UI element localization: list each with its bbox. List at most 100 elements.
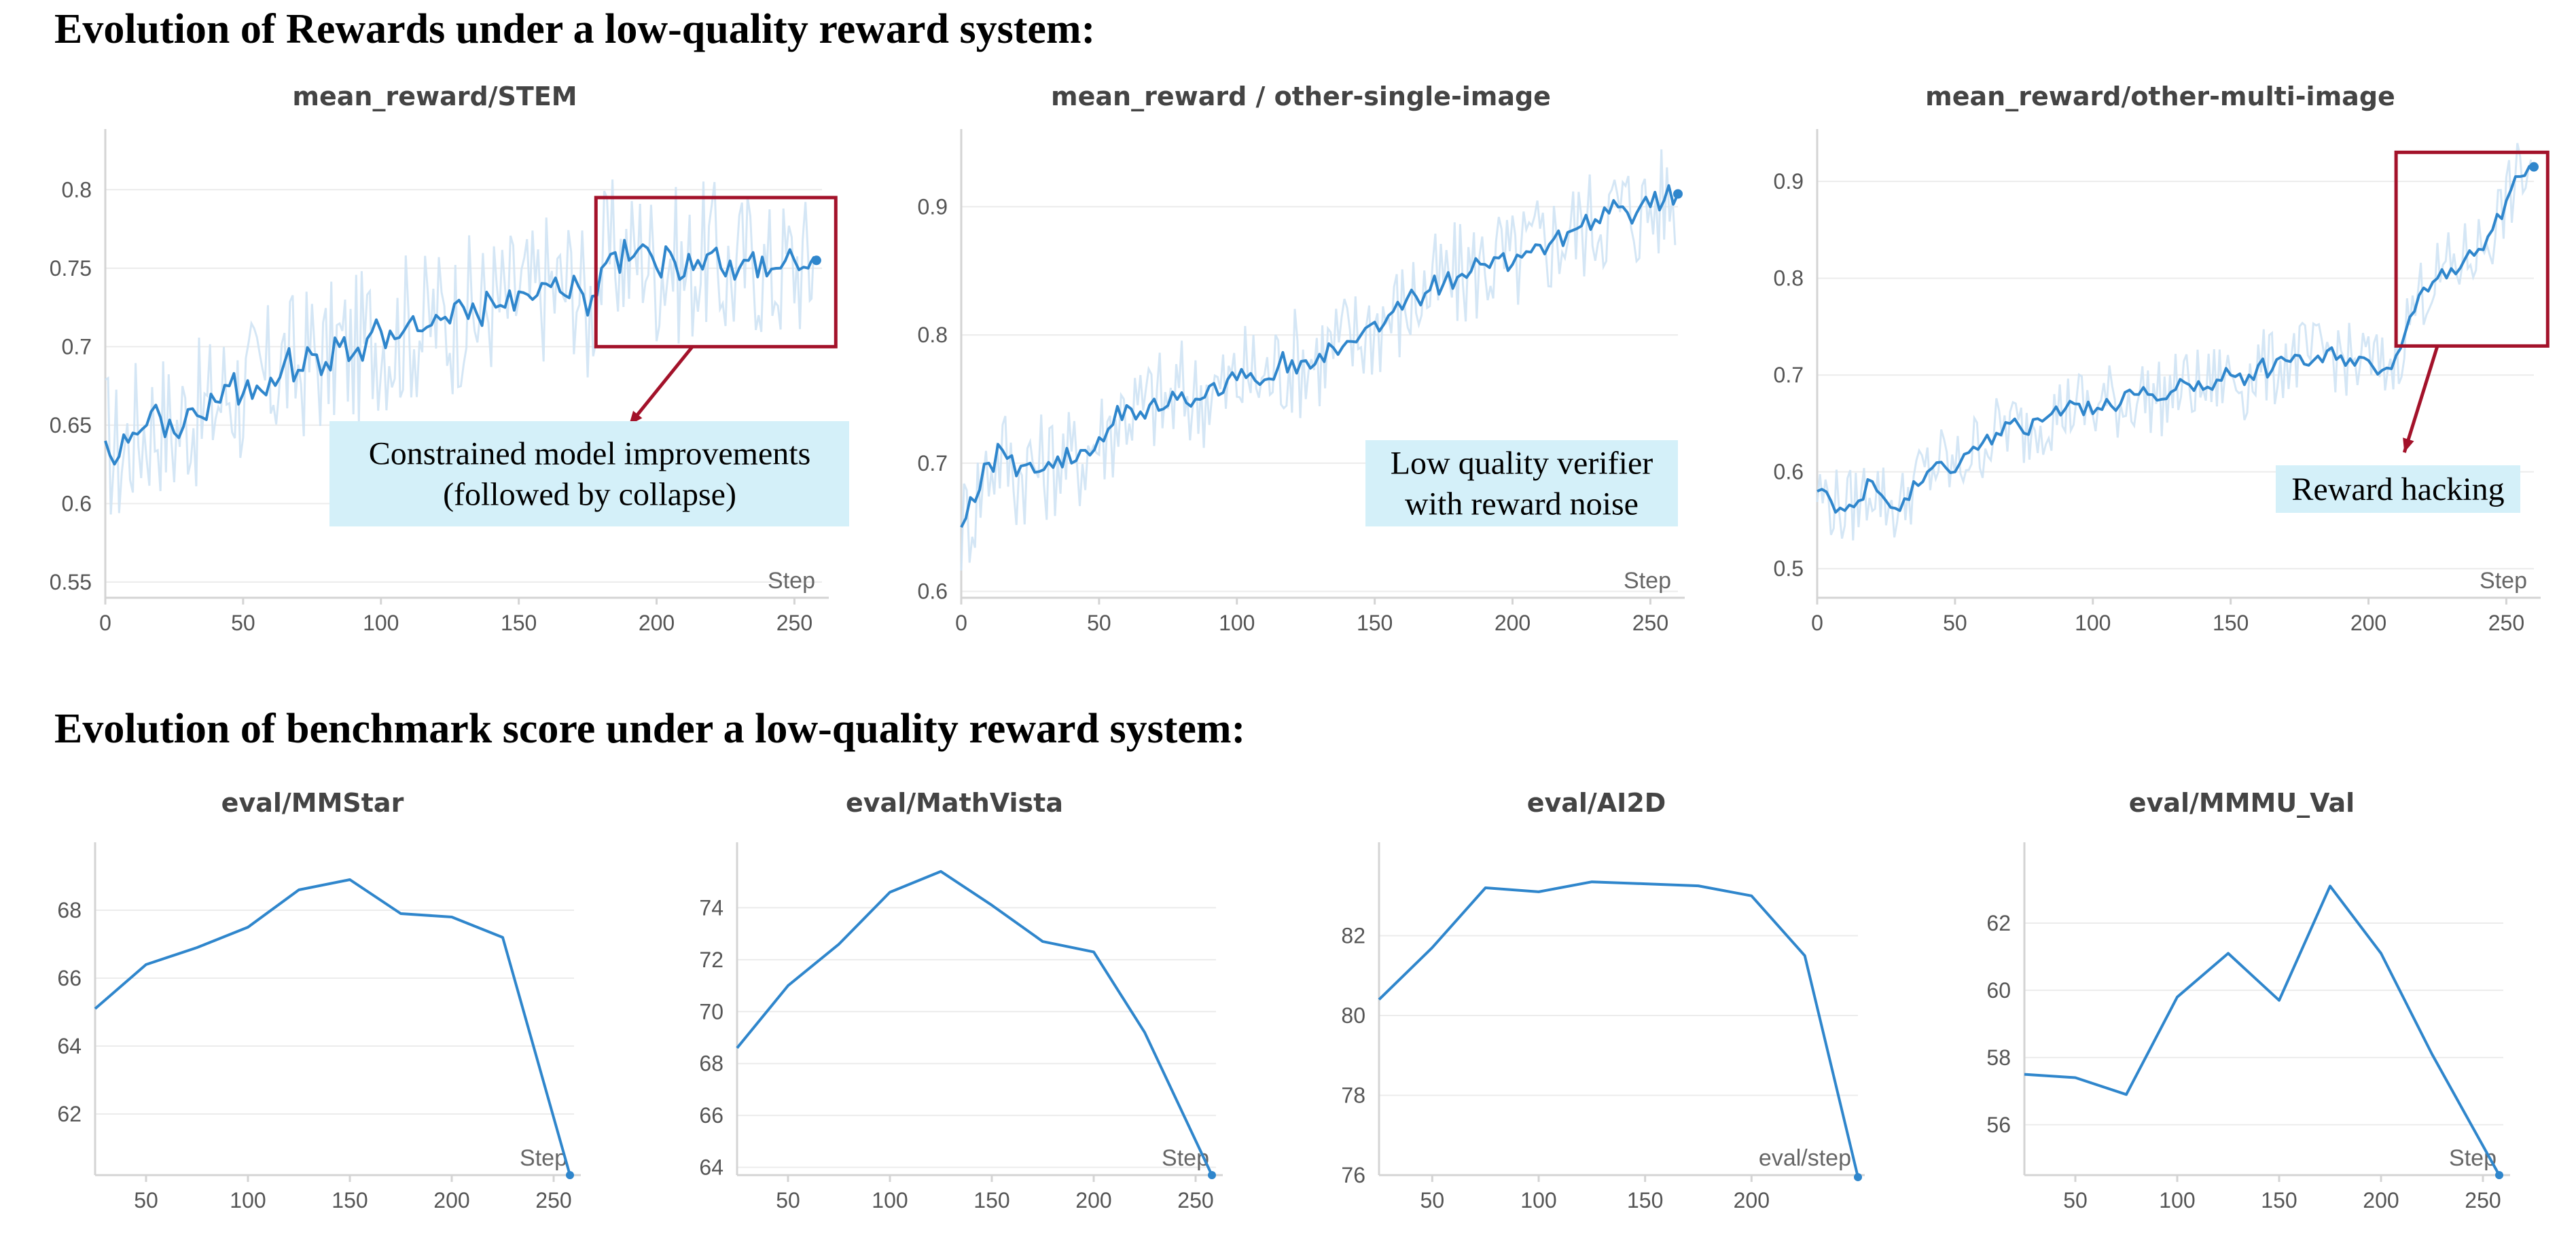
x-tick-label: 50: [134, 1188, 158, 1212]
chart-title: mean_reward/other-multi-image: [1925, 82, 2395, 111]
y-tick-label: 0.8: [918, 323, 948, 347]
chart-mmmu: eval/MMMU_Val 56 58 60 62 50 100 150 200 250 Step: [1950, 781, 2554, 1250]
x-tick-label: 250: [535, 1188, 571, 1212]
x-tick-label: 100: [872, 1188, 908, 1212]
x-tick-label: 200: [2363, 1188, 2399, 1212]
y-tick-label: 0.75: [50, 256, 92, 281]
y-tick-label: 68: [699, 1052, 723, 1076]
y-tick-label: 68: [57, 898, 82, 922]
chart-multi-image: mean_reward/other-multi-image 0.5 0.6 0.7 0.…: [1739, 75, 2575, 672]
data-point: [2495, 1171, 2503, 1179]
y-tick-label: 62: [57, 1102, 82, 1126]
chart-title: mean_reward / other-single-image: [1051, 82, 1551, 111]
y-tick-label: 56: [1986, 1113, 2011, 1137]
x-tick-label: 250: [1632, 611, 1668, 635]
annotation-arrow: [2402, 345, 2439, 453]
y-tick-label: 66: [699, 1103, 723, 1128]
raw-reward-series: [105, 179, 816, 515]
chart-stem: mean_reward/STEM 0.55 0.6 0.65 0.7 0.75 0.8 0 50…: [27, 75, 863, 672]
x-tick-label: 100: [2075, 611, 2111, 635]
raw-reward-series: [960, 149, 1677, 571]
y-tick-label: 64: [57, 1034, 82, 1058]
x-tick-label: 50: [1420, 1188, 1445, 1212]
x-tick-label: 100: [2159, 1188, 2195, 1212]
raw-reward-series: [1816, 143, 2533, 541]
x-tick-label: 100: [230, 1188, 266, 1212]
y-tick-label: 0.8: [1774, 266, 1804, 291]
x-axis-label: eval/step: [1759, 1145, 1851, 1171]
y-tick-label: 66: [57, 966, 82, 990]
chart-title: eval/AI2D: [1527, 788, 1666, 818]
y-tick-label: 0.7: [1774, 363, 1804, 387]
highlight-box: [2394, 150, 2550, 348]
annotation-box: [2276, 465, 2520, 513]
y-tick-label: 62: [1986, 911, 2011, 935]
annotation-text: Low quality verifier: [1391, 446, 1653, 482]
annotation-box: [329, 421, 849, 526]
smoothed-reward-series: [104, 238, 818, 466]
y-tick-label: 0.9: [1774, 169, 1804, 194]
annotation-box: [1365, 440, 1678, 526]
chart-title: mean_reward/STEM: [292, 82, 577, 111]
y-tick-label: 74: [699, 895, 723, 920]
y-tick-label: 0.7: [918, 451, 948, 475]
y-tick-label: 0.6: [1774, 460, 1804, 484]
x-tick-label: 150: [332, 1188, 368, 1212]
chart-title: eval/MMStar: [221, 788, 404, 818]
highlight-box: [594, 196, 838, 348]
y-tick-label: 64: [699, 1155, 723, 1180]
x-tick-label: 50: [231, 611, 255, 635]
y-tick-label: 0.5: [1774, 556, 1804, 581]
y-tick-label: 72: [699, 948, 723, 972]
x-tick-label: 150: [973, 1188, 1009, 1212]
benchmark-section-title: Evolution of benchmark score under a low…: [54, 706, 1246, 752]
y-tick-label: 0.6: [918, 579, 948, 604]
x-axis-label: Step: [1162, 1145, 1209, 1171]
x-tick-label: 200: [433, 1188, 469, 1212]
x-tick-label: 200: [1734, 1188, 1770, 1212]
x-tick-label: 150: [1627, 1188, 1663, 1212]
y-tick-label: 0.8: [62, 177, 92, 202]
y-tick-label: 78: [1341, 1083, 1365, 1108]
chart-title: eval/MMMU_Val: [2129, 788, 2355, 818]
eval-score-series: [1378, 880, 1859, 1178]
data-point: [1854, 1172, 1862, 1181]
x-tick-label: 0: [1811, 611, 1823, 635]
x-tick-label: 100: [1520, 1188, 1556, 1212]
x-axis-label: Step: [520, 1145, 567, 1171]
eval-score-series: [2024, 884, 2501, 1176]
smoothed-reward-series: [960, 184, 1679, 528]
arrow-head: [2403, 437, 2414, 453]
x-tick-label: 0: [99, 611, 111, 635]
y-tick-label: 0.55: [50, 570, 92, 594]
y-tick-label: 70: [699, 999, 723, 1024]
chart-ai2d: eval/AI2D 76 78 80 82 50 100 150 200 eval/step: [1304, 781, 1909, 1250]
y-tick-label: 76: [1341, 1163, 1365, 1187]
series-end-point: [2529, 162, 2539, 172]
x-tick-label: 50: [2063, 1188, 2088, 1212]
series-end-point: [1673, 189, 1683, 199]
x-tick-label: 200: [1495, 611, 1531, 635]
x-axis-label: Step: [1624, 568, 1671, 594]
x-tick-label: 150: [501, 611, 537, 635]
x-tick-label: 50: [1087, 611, 1111, 635]
chart-single-image: mean_reward / other-single-image 0.6 0.7 0.…: [883, 75, 1719, 672]
x-tick-label: 50: [776, 1188, 800, 1212]
annotation-text: Reward hacking: [2291, 471, 2504, 507]
smoothed-reward-series: [1817, 165, 2535, 514]
y-tick-label: 0.9: [918, 194, 948, 219]
annotation-text: Constrained model improvements: [369, 436, 811, 472]
annotation-text: with reward noise: [1405, 486, 1639, 522]
x-tick-label: 250: [776, 611, 812, 635]
eval-score-series: [736, 869, 1213, 1176]
data-point: [1208, 1171, 1216, 1179]
y-tick-label: 82: [1341, 924, 1365, 948]
x-tick-label: 150: [2261, 1188, 2297, 1212]
y-tick-label: 0.6: [62, 491, 92, 516]
x-axis-label: Step: [2480, 568, 2527, 594]
y-tick-label: 0.7: [62, 334, 92, 359]
x-tick-label: 150: [1357, 611, 1393, 635]
chart-mmstar: eval/MMStar 62 64 66 68 50 100 150 200 250 Step: [20, 781, 625, 1250]
annotation-text: (followed by collapse): [443, 477, 736, 513]
x-tick-label: 100: [363, 611, 399, 635]
